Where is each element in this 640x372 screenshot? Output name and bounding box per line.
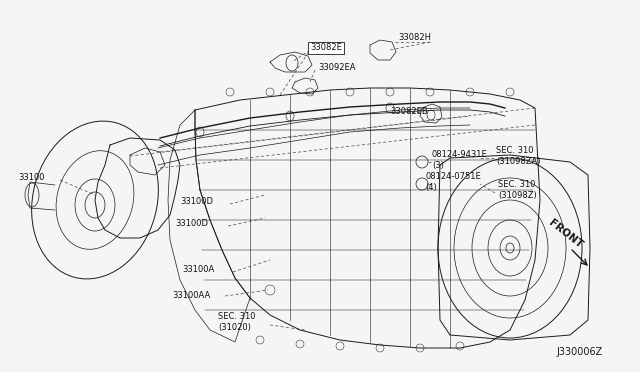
Text: 08124-9431E
(3): 08124-9431E (3) bbox=[432, 150, 488, 170]
Text: SEC. 310
(31020): SEC. 310 (31020) bbox=[218, 312, 255, 332]
Text: 08124-0751E
(4): 08124-0751E (4) bbox=[425, 172, 481, 192]
Text: 33082E: 33082E bbox=[310, 44, 342, 52]
Text: SEC. 310
(31098ZA): SEC. 310 (31098ZA) bbox=[496, 146, 541, 166]
Text: 33100D: 33100D bbox=[175, 219, 208, 228]
Text: 33100AA: 33100AA bbox=[172, 291, 211, 299]
Text: 33082H: 33082H bbox=[398, 33, 431, 42]
Text: 33082EB: 33082EB bbox=[390, 108, 428, 116]
Text: 33100: 33100 bbox=[18, 173, 45, 183]
Text: 33092EA: 33092EA bbox=[318, 64, 355, 73]
Text: 33100D: 33100D bbox=[180, 198, 213, 206]
Text: SEC. 310
(31098Z): SEC. 310 (31098Z) bbox=[498, 180, 537, 200]
Text: J330006Z: J330006Z bbox=[556, 347, 602, 357]
Text: FRONT: FRONT bbox=[547, 218, 585, 250]
Text: 33100A: 33100A bbox=[182, 266, 214, 275]
